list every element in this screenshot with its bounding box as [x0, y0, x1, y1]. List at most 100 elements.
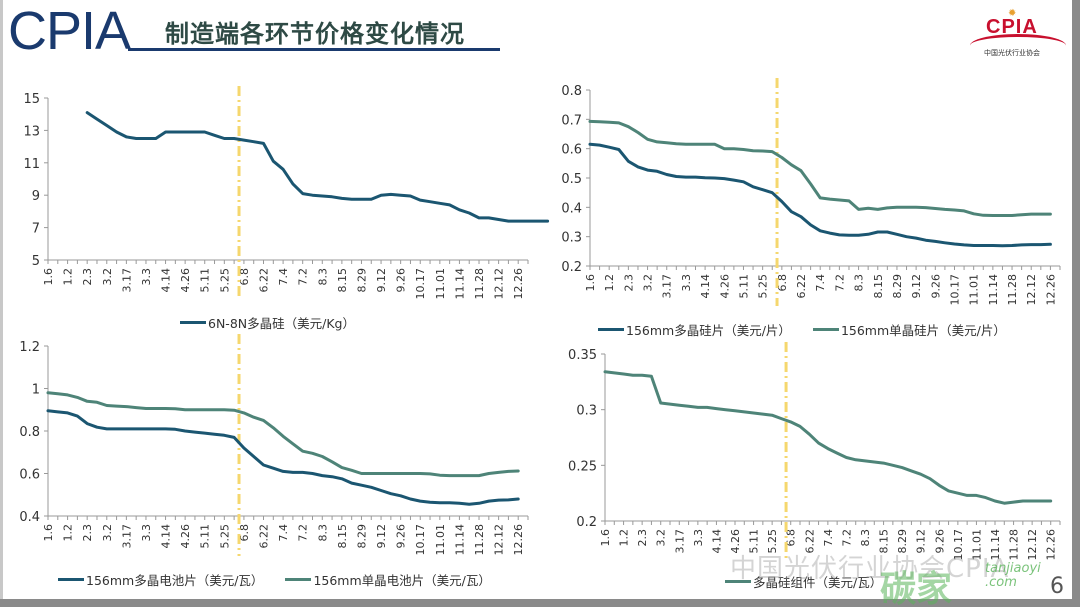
- x-tick-label: 5.25: [218, 268, 231, 293]
- x-tick-label: 11.28: [473, 524, 486, 556]
- legend-swatch: [812, 328, 839, 331]
- y-tick-label: 0.8: [19, 425, 40, 440]
- x-tick-label: 6.8: [238, 524, 251, 542]
- x-tick-label: 3.3: [140, 524, 153, 542]
- legend-label: 多晶硅组件（美元/瓦）: [753, 575, 883, 590]
- x-tick-label: 12.26: [512, 524, 525, 556]
- x-tick-label: 11.28: [1006, 274, 1019, 306]
- legend-item: 156mm单晶硅片（美元/片）: [812, 320, 1006, 339]
- x-tick-label: 6.8: [776, 274, 789, 292]
- x-tick-label: 3.3: [680, 274, 693, 292]
- y-tick-label: 0.35: [568, 348, 597, 363]
- legend-label: 6N-8N多晶硅（美元/Kg）: [208, 316, 355, 331]
- x-tick-label: 11.01: [968, 274, 981, 306]
- legend-item: 156mm多晶硅片（美元/片）: [598, 320, 791, 339]
- x-tick-label: 9.26: [395, 524, 408, 549]
- logo-subtitle: 中国光伏行业协会: [984, 49, 1040, 57]
- logo-text: CPIA: [986, 16, 1038, 38]
- x-tick-label: 7.2: [297, 268, 310, 286]
- watermark-site: 碳家: [880, 569, 953, 610]
- brand-wordmark: CPIA: [8, 1, 131, 61]
- x-tick-label: 2.3: [81, 268, 94, 286]
- y-tick-label: 0.3: [561, 231, 582, 246]
- x-tick-label: 11.14: [453, 524, 466, 556]
- x-tick-label: 3.2: [101, 268, 114, 286]
- x-tick-label: 11.01: [434, 268, 447, 300]
- y-tick-label: 0.25: [568, 459, 597, 474]
- legend-module: 多晶硅组件（美元/瓦）: [725, 572, 904, 591]
- x-tick-label: 8.3: [859, 529, 872, 547]
- x-tick-label: 3.3: [140, 268, 153, 286]
- x-tick-label: 9.12: [375, 268, 388, 293]
- x-tick-label: 7.4: [277, 268, 290, 286]
- watermark-text: 中国光伏行业协会CPIA: [730, 554, 1010, 584]
- legend-label: 156mm单晶电池片（美元/瓦）: [313, 573, 491, 588]
- x-tick-label: 3.2: [642, 274, 655, 292]
- legend-item: 多晶硅组件（美元/瓦）: [725, 572, 882, 591]
- x-tick-label: 4.14: [699, 274, 712, 299]
- x-tick-label: 2.3: [636, 529, 649, 547]
- y-tick-label: 0.7: [561, 113, 582, 128]
- series-line-1: [588, 142, 1052, 248]
- x-tick-label: 11.01: [434, 524, 447, 556]
- x-tick-label: 8.29: [891, 274, 904, 299]
- x-tick-label: 12.12: [493, 524, 506, 556]
- x-tick-label: 7.2: [833, 274, 846, 292]
- x-tick-label: 3.17: [120, 268, 133, 293]
- page-title: 制造端各环节价格变化情况: [165, 20, 465, 48]
- y-tick-label: 9: [32, 189, 40, 204]
- x-tick-label: 6.22: [803, 529, 816, 554]
- x-tick-label: 8.29: [896, 529, 909, 554]
- x-tick-label: 1.2: [62, 524, 75, 542]
- y-tick-label: 15: [23, 92, 40, 107]
- legend-label: 156mm多晶硅片（美元/片）: [626, 323, 791, 338]
- x-tick-label: 9.26: [929, 274, 942, 299]
- legend-swatch: [598, 328, 624, 331]
- x-tick-label: 12.26: [1044, 274, 1057, 306]
- logo-arc: [970, 34, 1066, 57]
- x-tick-label: 1.2: [603, 274, 616, 292]
- legend-swatch: [725, 580, 751, 583]
- title-underline: [128, 48, 500, 51]
- x-tick-label: 9.12: [910, 274, 923, 299]
- chart-module: 0.2 0.25 0.3 0.35 1.6 1.2 2.3 3.2 3.17 3.3 4.14 4.2…: [568, 342, 1061, 561]
- legend-polysilicon: 6N-8N多晶硅（美元/Kg）: [180, 313, 377, 332]
- x-tick-label: 4.26: [718, 274, 731, 299]
- x-tick-label: 8.15: [872, 274, 885, 299]
- y-tick-label: 1.2: [19, 340, 40, 355]
- x-tick-label: 10.17: [948, 274, 961, 306]
- legend-item: 156mm单晶电池片（美元/瓦）: [285, 570, 491, 589]
- chart-polysilicon: 5 7 9 11 13 15 1.6 1.2 2.3 3.2 3.17 3.3 4.14 4.26 5.11…: [23, 86, 550, 300]
- chart-cell: 0.4 0.6 0.8 1 1.2 1.6 1.2 2.3 3.2 3.17 3.3 4.14 4.26…: [19, 334, 529, 556]
- y-tick-label: 13: [23, 124, 40, 139]
- x-tick-label: 7.4: [277, 524, 290, 542]
- x-tick-label: 7.2: [297, 524, 310, 542]
- legend-swatch: [285, 578, 312, 581]
- watermark-url: tanjiaoyi .com: [985, 561, 1041, 590]
- x-tick-label: 6.8: [785, 529, 798, 547]
- x-tick-label: 9.12: [375, 524, 388, 549]
- x-tick-label: 10.17: [952, 529, 965, 561]
- x-tick-label: 5.25: [766, 529, 779, 554]
- x-tick-label: 8.3: [853, 274, 866, 292]
- chart-wafer: 0.2 0.3 0.4 0.5 0.6 0.7 0.8 1.6 1.2 2.3 3.2 3.17 3.3…: [561, 78, 1061, 306]
- x-tick-label: 12.26: [1045, 529, 1058, 561]
- x-tick-label: 7.2: [840, 529, 853, 547]
- x-tick-label: 11.14: [453, 268, 466, 300]
- x-tick-label: 3.3: [692, 529, 705, 547]
- x-tick-label: 1.6: [42, 268, 55, 286]
- y-tick-label: 0.2: [576, 515, 597, 530]
- y-tick-label: 7: [32, 222, 40, 237]
- page-number: 6: [1050, 574, 1064, 599]
- x-tick-label: 12.12: [1026, 529, 1039, 561]
- x-tick-label: 11.28: [1008, 529, 1021, 561]
- slide-edge: [0, 0, 3, 599]
- legend-swatch: [180, 321, 206, 324]
- x-tick-label: 12.12: [493, 268, 506, 300]
- cpia-logo: ✹ CPIA 中国光伏行业协会: [966, 6, 1072, 62]
- x-tick-label: 8.15: [336, 268, 349, 293]
- series-line-1: [85, 111, 550, 223]
- legend-wafer: 156mm多晶硅片（美元/片） 156mm单晶硅片（美元/片）: [598, 320, 1028, 339]
- x-tick-label: 5.11: [199, 268, 212, 293]
